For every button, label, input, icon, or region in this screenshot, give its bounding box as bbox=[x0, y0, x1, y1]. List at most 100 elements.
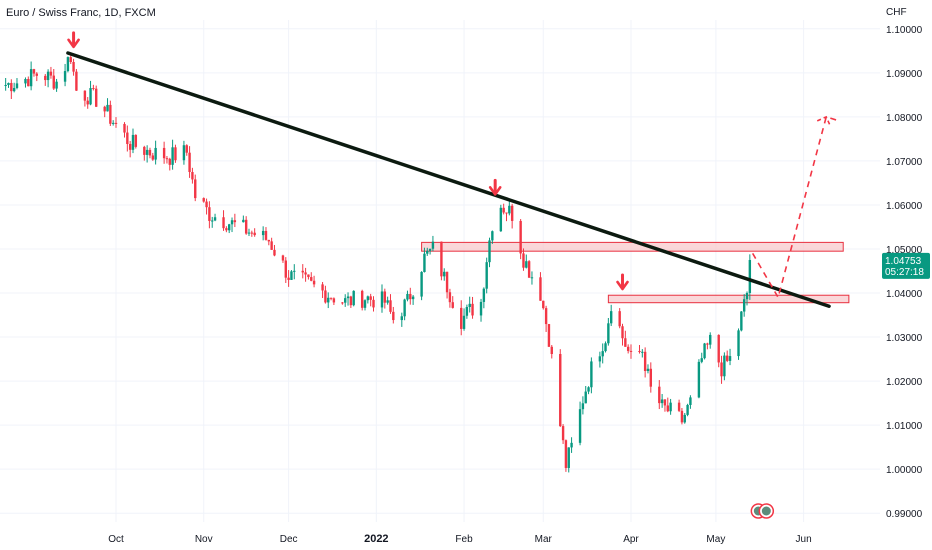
candle-body[interactable] bbox=[281, 255, 285, 261]
candle-body[interactable] bbox=[748, 259, 752, 293]
candle-body[interactable] bbox=[312, 280, 316, 285]
candle-body[interactable] bbox=[663, 399, 667, 406]
candle-body[interactable] bbox=[24, 79, 27, 84]
candle-body[interactable] bbox=[284, 260, 287, 278]
candle-body[interactable] bbox=[609, 311, 613, 324]
candle-body[interactable] bbox=[431, 241, 435, 249]
candle-body[interactable] bbox=[471, 303, 474, 316]
candle-body[interactable] bbox=[689, 397, 692, 405]
candle-body[interactable] bbox=[293, 270, 296, 272]
candle-body[interactable] bbox=[578, 409, 582, 443]
candle-body[interactable] bbox=[737, 330, 740, 357]
candle-body[interactable] bbox=[346, 296, 350, 299]
candle-body[interactable] bbox=[174, 147, 177, 161]
candle-body[interactable] bbox=[92, 88, 95, 90]
candle-body[interactable] bbox=[462, 315, 466, 329]
candle-body[interactable] bbox=[363, 300, 367, 308]
candle-body[interactable] bbox=[697, 361, 701, 398]
candle-body[interactable] bbox=[27, 79, 30, 87]
candle-body[interactable] bbox=[460, 307, 463, 329]
candle-body[interactable] bbox=[273, 249, 276, 256]
candle-body[interactable] bbox=[171, 147, 174, 165]
candle-body[interactable] bbox=[261, 230, 265, 236]
candle-body[interactable] bbox=[426, 250, 429, 254]
candle-body[interactable] bbox=[440, 241, 443, 277]
candle-body[interactable] bbox=[222, 217, 225, 229]
candle-body[interactable] bbox=[270, 241, 273, 250]
candle-body[interactable] bbox=[321, 284, 324, 291]
candle-body[interactable] bbox=[658, 386, 661, 404]
candle-body[interactable] bbox=[304, 272, 307, 275]
candle-body[interactable] bbox=[499, 207, 503, 232]
candle-body[interactable] bbox=[400, 316, 404, 321]
candle-body[interactable] bbox=[742, 299, 746, 312]
candle-body[interactable] bbox=[660, 399, 664, 404]
candle-body[interactable] bbox=[366, 296, 370, 301]
candle-body[interactable] bbox=[287, 277, 290, 280]
candle-body[interactable] bbox=[587, 387, 590, 392]
candle-body[interactable] bbox=[66, 57, 70, 72]
candle-body[interactable] bbox=[389, 300, 392, 312]
candle-body[interactable] bbox=[324, 290, 327, 303]
candle-body[interactable] bbox=[428, 248, 432, 251]
candle-body[interactable] bbox=[728, 356, 732, 361]
candle-body[interactable] bbox=[15, 83, 19, 88]
candle-body[interactable] bbox=[344, 298, 347, 303]
candle-body[interactable] bbox=[550, 346, 553, 354]
candle-body[interactable] bbox=[567, 447, 570, 468]
candle-body[interactable] bbox=[329, 297, 333, 299]
candle-body[interactable] bbox=[618, 311, 621, 327]
candle-body[interactable] bbox=[310, 277, 313, 281]
candle-body[interactable] bbox=[482, 288, 486, 302]
candle-body[interactable] bbox=[49, 71, 53, 76]
candle-body[interactable] bbox=[626, 346, 630, 351]
candle-body[interactable] bbox=[468, 303, 471, 308]
candle-body[interactable] bbox=[123, 123, 126, 133]
candle-body[interactable] bbox=[683, 414, 686, 423]
candle-body[interactable] bbox=[411, 296, 415, 300]
candle-body[interactable] bbox=[542, 300, 545, 309]
candle-body[interactable] bbox=[264, 230, 268, 240]
candle-body[interactable] bbox=[720, 362, 723, 377]
candle-body[interactable] bbox=[598, 356, 602, 362]
candle-body[interactable] bbox=[488, 240, 491, 263]
candle-body[interactable] bbox=[182, 145, 186, 161]
candle-body[interactable] bbox=[544, 308, 548, 325]
candle-body[interactable] bbox=[485, 262, 488, 289]
candle-body[interactable] bbox=[352, 290, 355, 306]
candle-body[interactable] bbox=[145, 149, 149, 155]
candle-body[interactable] bbox=[290, 271, 293, 280]
projection-path[interactable] bbox=[751, 115, 841, 300]
candle-body[interactable] bbox=[341, 302, 344, 304]
candle-body[interactable] bbox=[525, 261, 528, 268]
candle-body[interactable] bbox=[669, 402, 672, 412]
candle-body[interactable] bbox=[55, 81, 58, 89]
candle-body[interactable] bbox=[666, 405, 669, 412]
candle-body[interactable] bbox=[740, 311, 743, 331]
candle-body[interactable] bbox=[601, 351, 604, 357]
candle-body[interactable] bbox=[205, 201, 208, 208]
candle-body[interactable] bbox=[465, 307, 469, 316]
candle-body[interactable] bbox=[502, 207, 505, 213]
candle-body[interactable] bbox=[420, 271, 423, 297]
candle-body[interactable] bbox=[244, 219, 248, 234]
candle-body[interactable] bbox=[194, 179, 197, 199]
candle-body[interactable] bbox=[491, 231, 494, 241]
candle-body[interactable] bbox=[233, 220, 237, 223]
candle-body[interactable] bbox=[360, 290, 364, 308]
candle-body[interactable] bbox=[250, 232, 254, 234]
candle-body[interactable] bbox=[649, 368, 653, 387]
candle-body[interactable] bbox=[213, 217, 217, 221]
candle-body[interactable] bbox=[423, 253, 426, 272]
candle-body[interactable] bbox=[700, 358, 703, 362]
candle-body[interactable] bbox=[745, 292, 749, 300]
candle-body[interactable] bbox=[386, 300, 389, 303]
candle-body[interactable] bbox=[46, 71, 50, 81]
candle-body[interactable] bbox=[128, 143, 132, 150]
candle-body[interactable] bbox=[111, 122, 115, 124]
candle-body[interactable] bbox=[519, 220, 522, 254]
candle-body[interactable] bbox=[643, 351, 647, 371]
candle-body[interactable] bbox=[131, 134, 135, 150]
candle-body[interactable] bbox=[403, 299, 406, 317]
candle-body[interactable] bbox=[680, 410, 684, 423]
